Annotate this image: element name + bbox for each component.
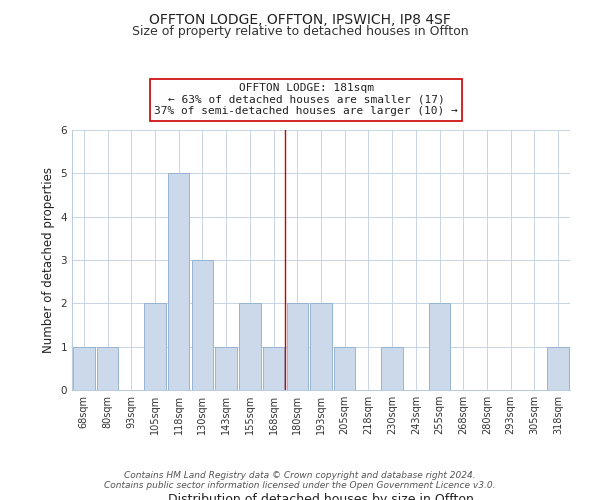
Bar	[382, 346, 403, 390]
Bar	[145, 304, 166, 390]
Text: OFFTON LODGE, OFFTON, IPSWICH, IP8 4SF: OFFTON LODGE, OFFTON, IPSWICH, IP8 4SF	[149, 12, 451, 26]
Bar	[239, 304, 260, 390]
Bar	[287, 304, 308, 390]
Bar	[215, 346, 237, 390]
Text: OFFTON LODGE: 181sqm
← 63% of detached houses are smaller (17)
37% of semi-detac: OFFTON LODGE: 181sqm ← 63% of detached h…	[154, 83, 458, 116]
Bar	[192, 260, 213, 390]
Bar	[168, 174, 190, 390]
Bar	[334, 346, 355, 390]
Bar	[73, 346, 95, 390]
Text: Contains HM Land Registry data © Crown copyright and database right 2024.
Contai: Contains HM Land Registry data © Crown c…	[104, 470, 496, 490]
Bar	[263, 346, 284, 390]
Bar	[547, 346, 569, 390]
Y-axis label: Number of detached properties: Number of detached properties	[42, 167, 55, 353]
Bar	[97, 346, 118, 390]
X-axis label: Distribution of detached houses by size in Offton: Distribution of detached houses by size …	[168, 492, 474, 500]
Bar	[429, 304, 450, 390]
Bar	[310, 304, 332, 390]
Text: Size of property relative to detached houses in Offton: Size of property relative to detached ho…	[131, 25, 469, 38]
